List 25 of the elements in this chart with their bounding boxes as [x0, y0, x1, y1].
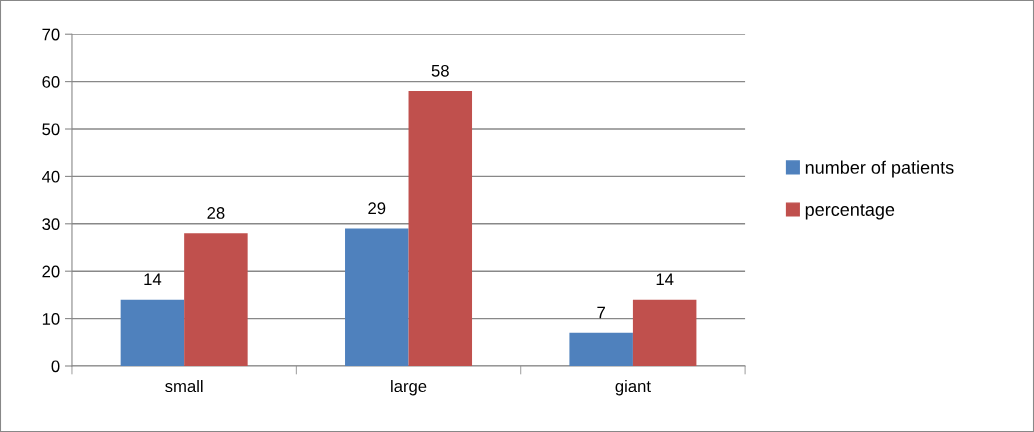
y-tick-label: 30: [42, 218, 60, 230]
y-tick-label: 0: [51, 360, 60, 373]
y-tick-label: 20: [42, 265, 60, 278]
y-tick-label: 40: [42, 170, 60, 183]
y-tick-label: 70: [42, 28, 60, 41]
y-tick-label: 60: [42, 76, 60, 88]
data-label: 29: [368, 202, 386, 215]
data-label: 7: [597, 306, 605, 319]
bar: [569, 332, 633, 366]
legend-label: percentage: [805, 204, 895, 220]
bar: [120, 299, 185, 366]
x-tick-label: giant: [615, 379, 651, 396]
bar: [632, 299, 697, 366]
data-label: 14: [144, 273, 162, 286]
legend-label: number of patients: [805, 160, 954, 178]
y-tick-label: 10: [42, 312, 60, 325]
data-label: 28: [207, 207, 225, 219]
bar: [345, 228, 409, 366]
data-label: 58: [431, 64, 449, 77]
x-tick-label: small: [165, 379, 203, 393]
x-tick-label: large: [391, 379, 427, 396]
data-label: 14: [656, 273, 674, 286]
y-tick-label: 50: [42, 123, 60, 136]
bar: [184, 233, 248, 366]
bar: [408, 91, 473, 366]
